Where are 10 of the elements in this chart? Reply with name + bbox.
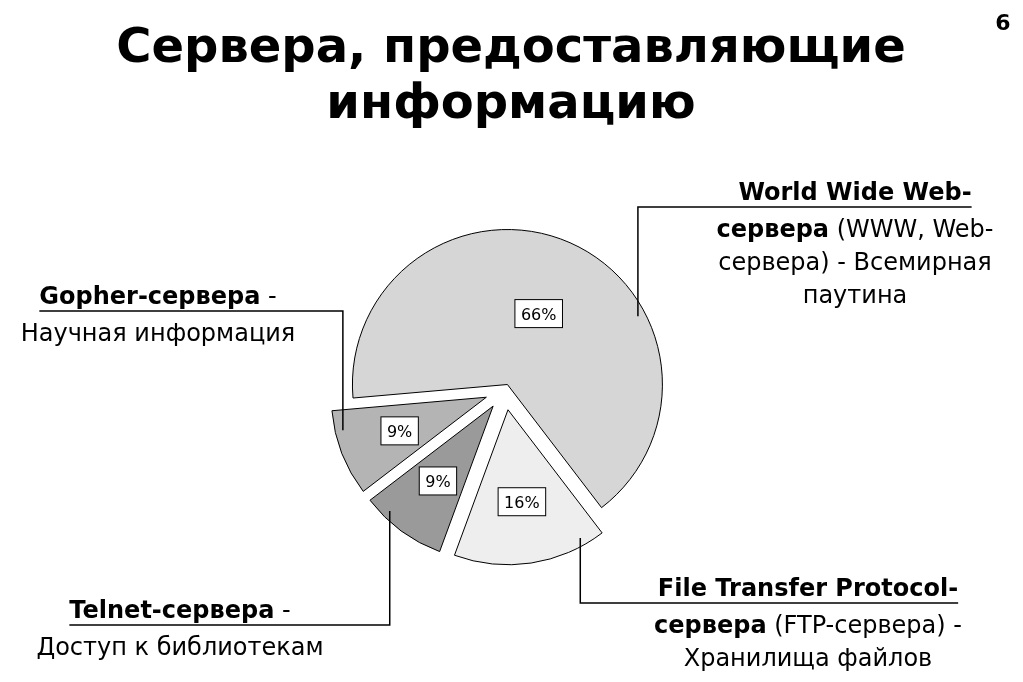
slice-label: Telnet-сервера - Доступ к библиотекам	[36, 596, 324, 661]
data-label: 9%	[425, 471, 451, 491]
slice-label: File Transfer Protocol-сервера (FTP-сервера) - Хранилища файлов	[654, 574, 962, 672]
data-label: 9%	[386, 421, 413, 441]
chart-title: Сервера, предоставляющие информацию	[116, 17, 906, 129]
data-label: 16%	[504, 492, 540, 512]
data-label: 66%	[520, 304, 557, 324]
text: 6	[995, 10, 1011, 35]
slice-label: World Wide Web-сервера (WWW, Web-сервера) - Всемирная паутина	[716, 178, 994, 309]
slice-label: Gopher-сервера - Научная информация	[20, 282, 296, 347]
